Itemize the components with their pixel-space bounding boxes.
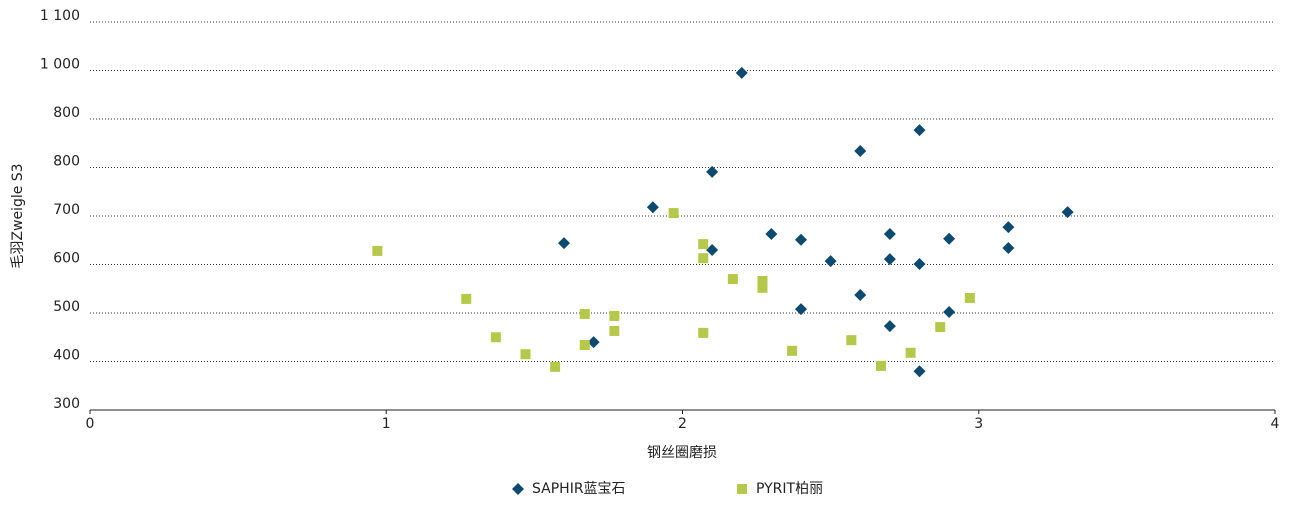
point [875,360,886,371]
point [795,303,807,316]
point [668,208,679,219]
point [706,243,719,256]
point [854,289,867,302]
point [757,275,768,286]
x-tick-label: 4 [1271,416,1280,432]
x-tick-label: 0 [86,416,95,432]
point [461,293,472,304]
point [587,336,600,349]
y-tick-label: 800 [53,105,80,121]
point [765,227,778,240]
point [372,245,383,256]
point [1061,206,1074,219]
point [698,239,709,250]
point [706,165,719,178]
y-tick-label: 800 [53,154,80,170]
point [698,327,709,338]
y-axis-title: 毛羽Zweigle S3 [10,163,26,268]
point [735,66,748,79]
y-tick-label: 600 [53,251,80,267]
y-tick-label: 400 [53,348,80,364]
point [795,233,807,246]
point [854,145,867,158]
point [579,340,590,351]
y-tick-label: 300 [53,396,80,412]
point [905,347,916,358]
point [883,253,896,266]
legend-label: SAPHIR蓝宝石 [532,481,626,497]
y-tick-label: 1 000 [40,57,80,73]
point [727,274,738,285]
point [913,365,926,378]
point [943,306,956,319]
point [943,232,956,245]
point [824,255,837,268]
legend-label: PYRIT柏丽 [756,481,823,497]
point [846,335,857,346]
point [520,349,531,360]
x-axis-title: 钢丝圈磨损 [647,445,717,461]
point [1002,242,1015,255]
point [609,310,620,321]
x-tick-label: 2 [678,416,687,432]
point [883,227,896,240]
y-tick-label: 500 [53,299,80,315]
point [609,325,620,336]
point [913,258,926,271]
point [757,282,768,293]
legend-marker [512,483,524,495]
point [1002,221,1015,234]
x-tick-label: 3 [974,416,983,432]
point [787,345,798,356]
point [698,253,709,264]
point [935,322,946,333]
point [550,361,561,372]
point [964,292,975,303]
point [646,201,659,214]
point [490,332,501,343]
point [558,237,570,250]
x-tick-label: 1 [382,416,391,432]
point [913,124,926,137]
point [579,308,590,319]
point [883,320,896,333]
y-tick-label: 700 [53,202,80,218]
y-tick-label: 1 100 [40,8,80,24]
legend-marker [737,484,747,494]
